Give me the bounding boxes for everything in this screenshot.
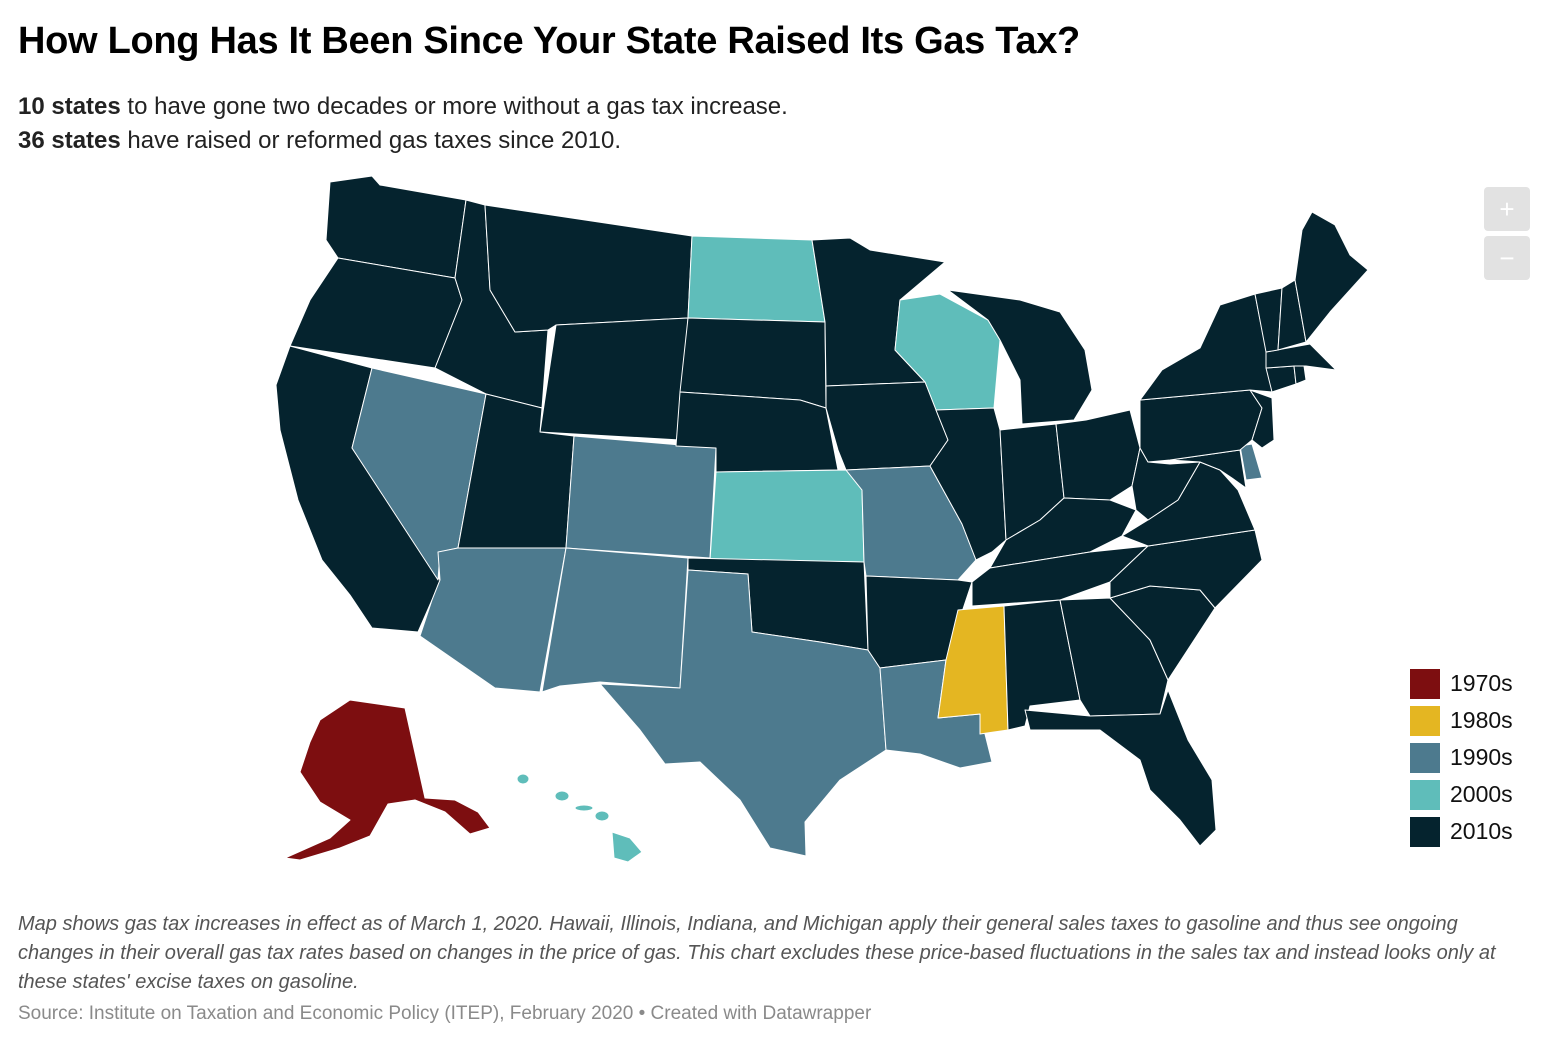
legend-label: 2010s [1450,818,1513,844]
state-illinois[interactable] [929,407,1007,561]
legend-swatch [1410,779,1440,810]
state-texas[interactable] [599,569,887,857]
legend-item-1970s: 1970s [1410,665,1513,702]
legend-swatch [1410,742,1440,773]
chart-title: How Long Has It Been Since Your State Ra… [18,20,1080,62]
legend-label: 1990s [1450,744,1513,770]
subtitle-text-2: have raised or reformed gas taxes since … [120,127,622,154]
state-wyoming[interactable] [539,317,689,441]
subtitle-highlight-2: 36 states [18,127,121,154]
legend-swatch [1410,816,1440,847]
source-credit: Source: Institute on Taxation and Econom… [18,1003,872,1024]
legend-label: 2000s [1450,781,1513,807]
chart-note: Map shows gas tax increases in effect as… [18,913,1496,993]
state-new-mexico[interactable] [541,547,689,693]
legend: 1970s 1980s 1990s 2000s 2010s [1410,665,1513,850]
state-oregon[interactable] [289,257,463,369]
state-hawaii[interactable] [516,773,643,863]
legend-item-1980s: 1980s [1410,702,1513,739]
legend-swatch [1410,705,1440,736]
zoom-out-button[interactable]: − [1484,236,1530,280]
legend-swatch [1410,668,1440,699]
subtitle-line-2: 36 states have raised or reformed gas ta… [18,124,788,158]
legend-item-2010s: 2010s [1410,813,1513,850]
state-new-york[interactable] [1139,293,1273,401]
state-rhode-island[interactable] [1293,365,1307,385]
state-kansas[interactable] [709,469,865,563]
state-north-dakota[interactable] [687,235,826,323]
hawaii-island-maui [594,810,610,822]
hawaii-island-big-island [611,831,643,863]
hawaii-island-kauai [516,773,530,785]
zoom-in-button[interactable]: + [1484,187,1530,231]
state-michigan[interactable] [947,289,1093,425]
state-delaware[interactable] [1239,443,1263,481]
state-montana[interactable] [484,204,693,333]
state-arizona[interactable] [419,547,567,693]
state-florida[interactable] [1024,689,1217,847]
state-ohio[interactable] [1055,409,1141,501]
legend-label: 1970s [1450,670,1513,696]
state-iowa[interactable] [825,381,949,471]
legend-item-1990s: 1990s [1410,739,1513,776]
state-tennessee[interactable] [971,545,1149,607]
subtitle-line-1: 10 states to have gone two decades or mo… [18,90,788,124]
state-massachusetts[interactable] [1265,343,1337,371]
hawaii-island-oahu [554,790,570,802]
legend-label: 1980s [1450,707,1513,733]
state-alaska[interactable] [284,699,491,861]
state-new-jersey[interactable] [1249,389,1275,449]
state-colorado[interactable] [565,435,717,559]
subtitle-highlight-1: 10 states [18,93,121,120]
chart-subtitle: 10 states to have gone two decades or mo… [18,90,788,158]
us-state-map [275,175,1369,863]
state-maine[interactable] [1294,211,1369,343]
hawaii-island-molokai [574,804,594,812]
subtitle-text-1: to have gone two decades or more without… [120,93,788,120]
legend-item-2000s: 2000s [1410,776,1513,813]
